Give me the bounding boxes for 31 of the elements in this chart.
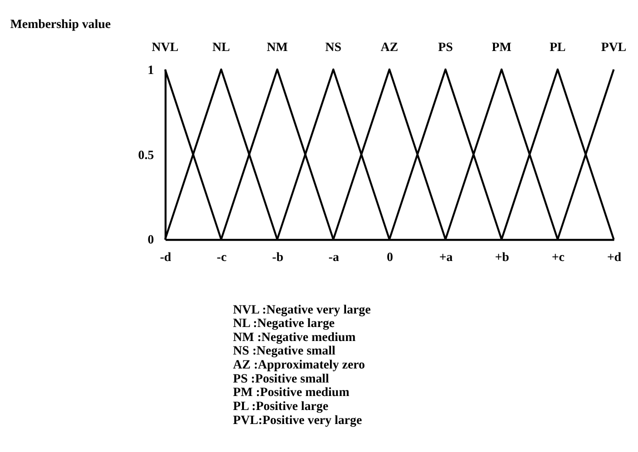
series-label: PVL — [601, 40, 626, 54]
series-label: NM — [266, 40, 288, 54]
series-label: PS — [438, 40, 453, 54]
text: NVL :Negative very large — [233, 302, 372, 316]
x-tick-label: -a — [328, 250, 340, 264]
x-tick-label: 0 — [386, 250, 394, 264]
text: AZ :Approximately zero — [233, 358, 365, 372]
text: PM :Positive medium — [233, 385, 350, 400]
text: PS :Positive small — [233, 371, 330, 386]
series-label: PM — [492, 40, 512, 54]
text: NM :Negative medium — [233, 330, 356, 344]
x-tick-label: -d — [160, 250, 172, 264]
series-label: NS — [325, 40, 342, 54]
series-label: PL — [550, 40, 566, 54]
x-tick-label: +a — [439, 250, 454, 264]
series-label: NL — [212, 40, 230, 54]
series-label: AZ — [380, 40, 398, 54]
y-axis-title: Membership value — [10, 17, 112, 32]
text: NL :Negative large — [233, 316, 336, 330]
text: PL :Positive large — [233, 398, 329, 413]
x-tick-label: +b — [494, 250, 510, 264]
y-tick-label: 0.5 — [138, 148, 154, 162]
text: NS :Negative small — [233, 344, 336, 358]
y-tick-label: 1 — [148, 62, 154, 77]
text: PVL:Positive very large — [233, 412, 362, 427]
x-tick-label: +d — [607, 250, 622, 264]
y-tick-label: 0 — [148, 232, 154, 247]
x-tick-label: -b — [272, 250, 284, 264]
series-label: NVL — [152, 40, 178, 54]
x-tick-label: -c — [216, 250, 227, 264]
x-tick-label: +c — [552, 250, 565, 264]
